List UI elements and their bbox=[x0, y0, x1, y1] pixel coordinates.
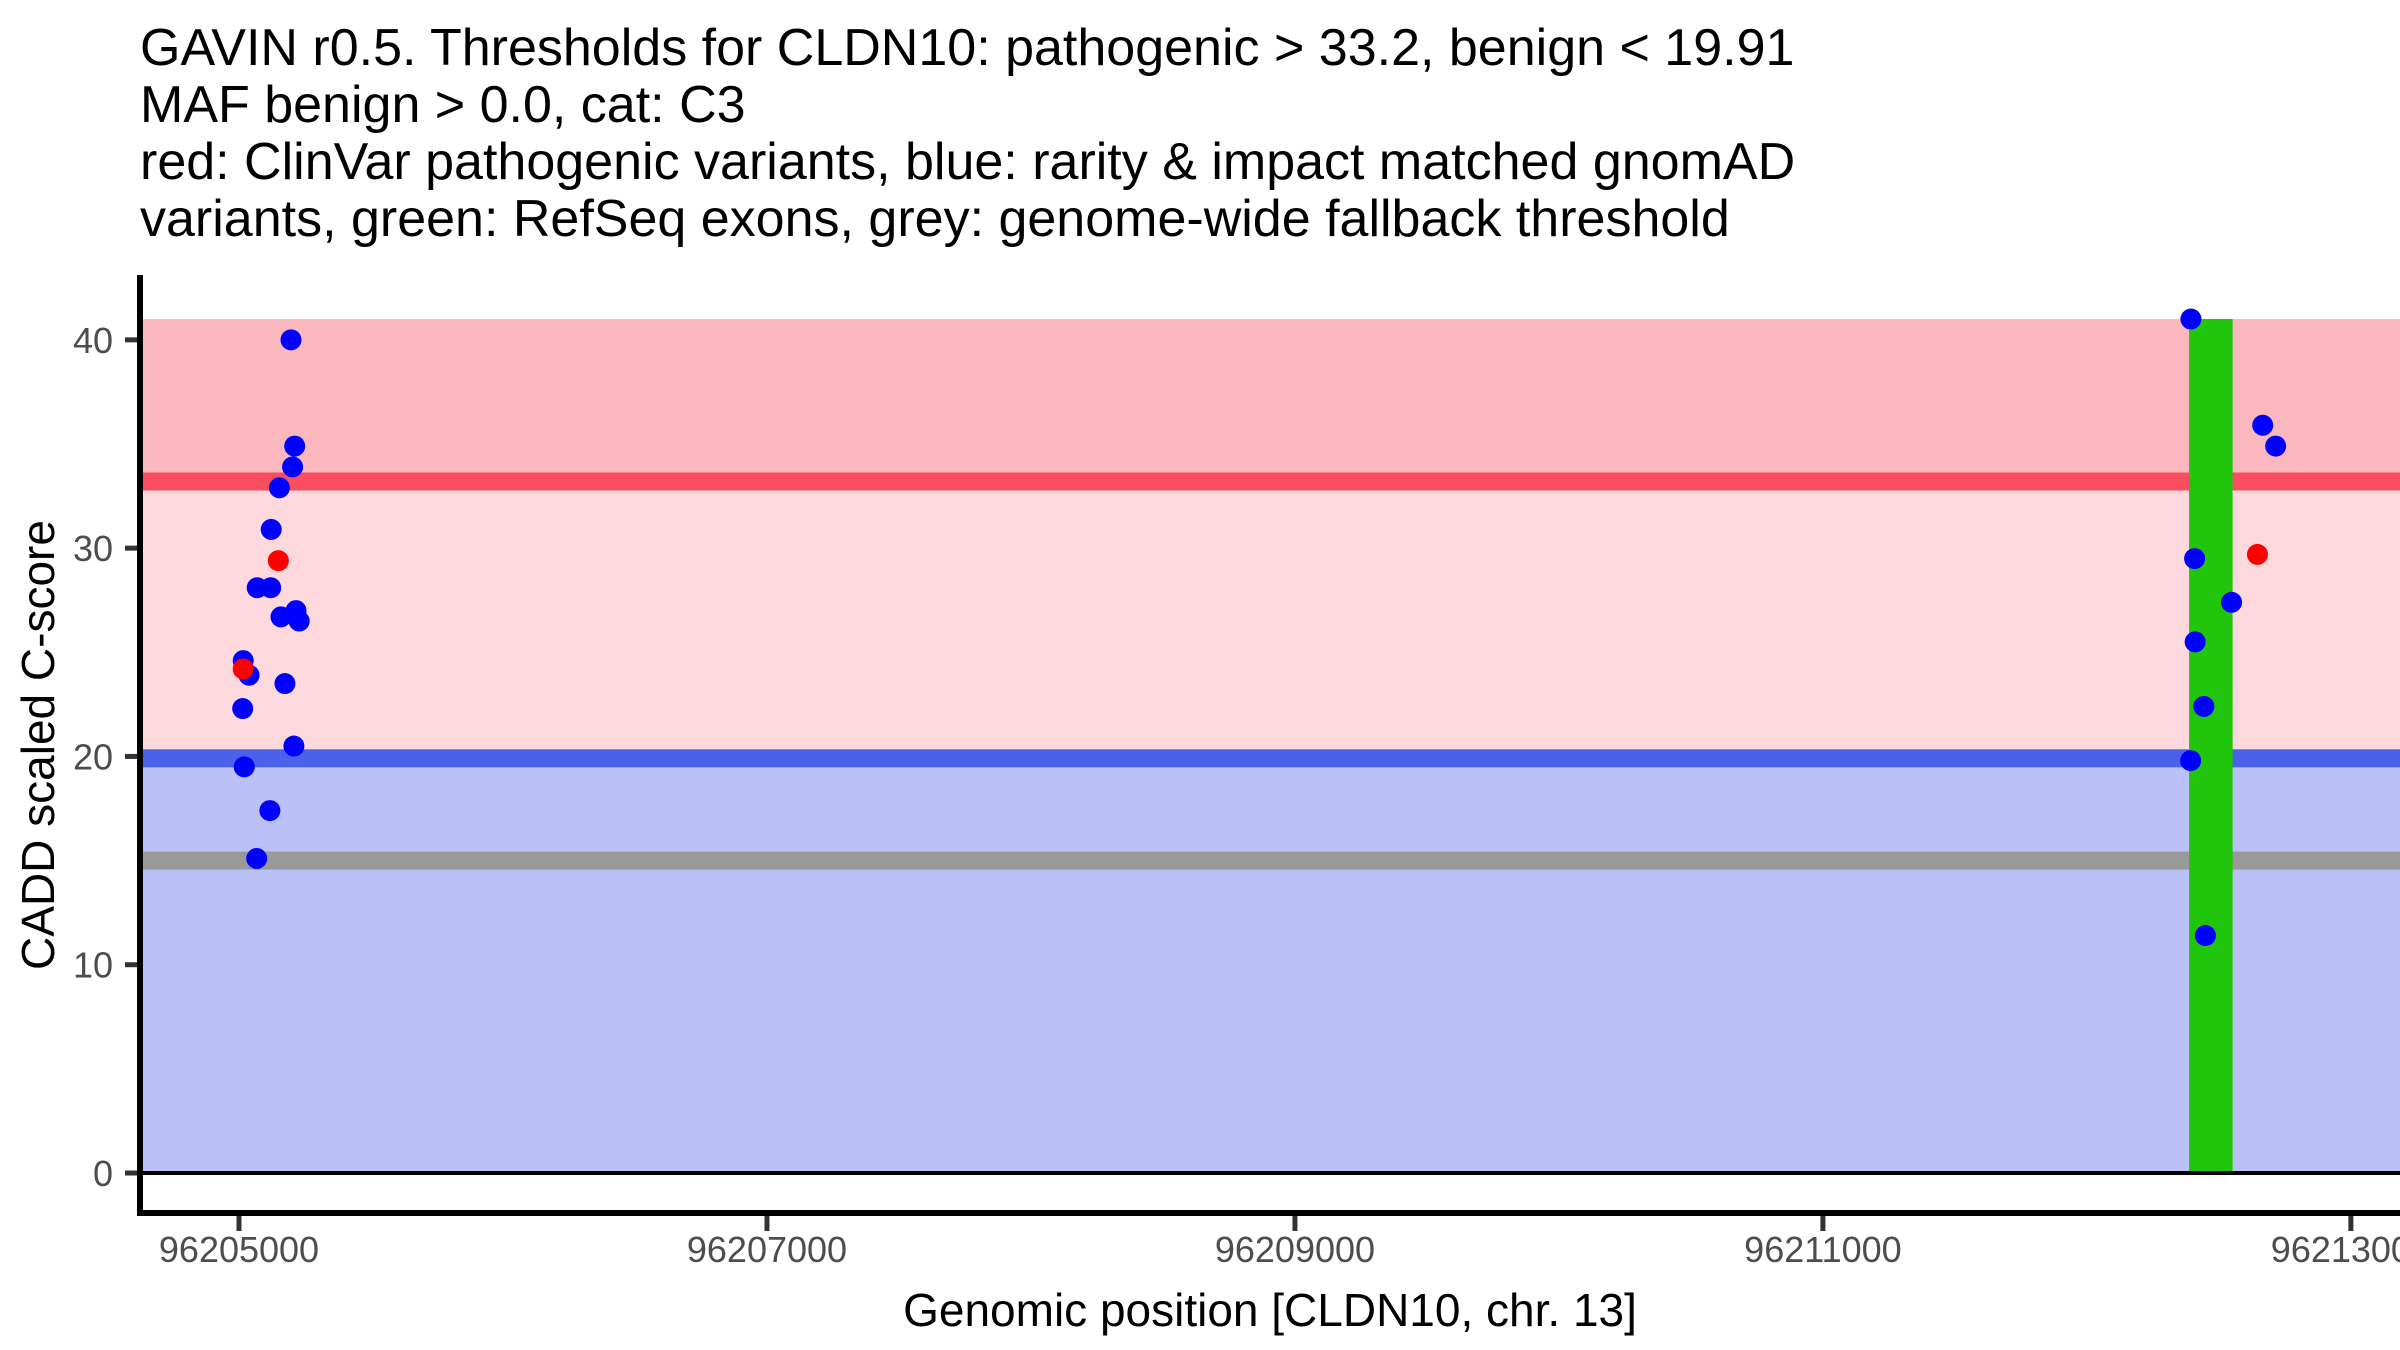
gnomad-variant-point bbox=[283, 735, 305, 757]
gnomad-variant-point bbox=[284, 435, 306, 457]
gnomad-variant-point bbox=[2194, 925, 2216, 947]
gnomad-variant-point bbox=[280, 329, 302, 351]
clinvar-pathogenic-point bbox=[267, 550, 289, 572]
x-tick bbox=[1820, 1216, 1826, 1231]
zero-line bbox=[140, 1171, 2400, 1176]
x-tick-label: 96213000 bbox=[2271, 1229, 2400, 1270]
gnomad-variant-point bbox=[2180, 750, 2202, 772]
title-line-3: red: ClinVar pathogenic variants, blue: … bbox=[140, 133, 1796, 191]
clinvar-pathogenic-point bbox=[2246, 543, 2268, 565]
gnomad-variant-point bbox=[233, 756, 255, 778]
x-tick-label: 96209000 bbox=[1215, 1229, 1375, 1270]
gnomad-variant-point bbox=[270, 606, 292, 628]
y-tick-label: 40 bbox=[73, 320, 113, 361]
title-line-4: variants, green: RefSeq exons, grey: gen… bbox=[140, 190, 1730, 248]
gnomad-variant-point bbox=[274, 673, 296, 695]
gnomad-variant-point bbox=[2184, 548, 2206, 570]
gnomad-variant-point bbox=[2193, 695, 2215, 717]
x-tick bbox=[2348, 1216, 2354, 1231]
y-tick bbox=[125, 337, 137, 343]
x-tick-label: 96207000 bbox=[687, 1229, 847, 1270]
gnomad-variant-point bbox=[2184, 631, 2206, 653]
clinvar-pathogenic-point bbox=[232, 658, 254, 680]
y-tick-label: 10 bbox=[73, 945, 113, 986]
gnomad-variant-point bbox=[2180, 308, 2202, 330]
pathogenic-region-band bbox=[140, 319, 2400, 482]
benign-region-band bbox=[140, 756, 2400, 1174]
x-tick-label: 96205000 bbox=[159, 1229, 319, 1270]
gnomad-variant-point bbox=[259, 800, 281, 822]
gnomad-variant-point bbox=[246, 847, 268, 869]
x-tick bbox=[236, 1216, 242, 1231]
y-tick-label: 20 bbox=[73, 736, 113, 777]
title-line-2: MAF benign > 0.0, cat: C3 bbox=[140, 76, 746, 134]
y-axis-title: CADD scaled C-score bbox=[12, 520, 64, 970]
gnomad-variant-point bbox=[2221, 591, 2243, 613]
gnomad-variant-point bbox=[268, 477, 290, 499]
x-tick bbox=[764, 1216, 770, 1231]
uncertain-region-band bbox=[140, 481, 2400, 757]
plot-title: GAVIN r0.5. Thresholds for CLDN10: patho… bbox=[140, 20, 1795, 248]
y-axis-line bbox=[137, 275, 143, 1216]
y-tick-label: 30 bbox=[73, 528, 113, 569]
gnomad-variant-point bbox=[2252, 414, 2274, 436]
x-axis-line bbox=[137, 1210, 2400, 1216]
y-tick bbox=[125, 545, 137, 551]
refseq-exon-bar bbox=[2189, 319, 2233, 1174]
gnomad-variant-point bbox=[282, 456, 304, 478]
gnomad-variant-point bbox=[260, 577, 282, 599]
y-tick-label: 0 bbox=[93, 1153, 113, 1194]
y-tick bbox=[125, 753, 137, 759]
gnomad-variant-point bbox=[288, 610, 310, 632]
x-axis-title: Genomic position [CLDN10, chr. 13] bbox=[903, 1284, 1637, 1336]
x-tick-label: 96211000 bbox=[1744, 1229, 1902, 1270]
gnomad-variant-point bbox=[2265, 435, 2287, 457]
gnomad-variant-point bbox=[260, 518, 282, 540]
benign-threshold-line bbox=[140, 749, 2400, 768]
gnomad-variant-point bbox=[232, 698, 254, 720]
fallback-threshold-line bbox=[140, 851, 2400, 870]
x-tick bbox=[1292, 1216, 1298, 1231]
y-tick bbox=[125, 1170, 137, 1176]
title-line-1: GAVIN r0.5. Thresholds for CLDN10: patho… bbox=[140, 19, 1795, 77]
pathogenic-threshold-line bbox=[140, 472, 2400, 491]
y-tick bbox=[125, 962, 137, 968]
